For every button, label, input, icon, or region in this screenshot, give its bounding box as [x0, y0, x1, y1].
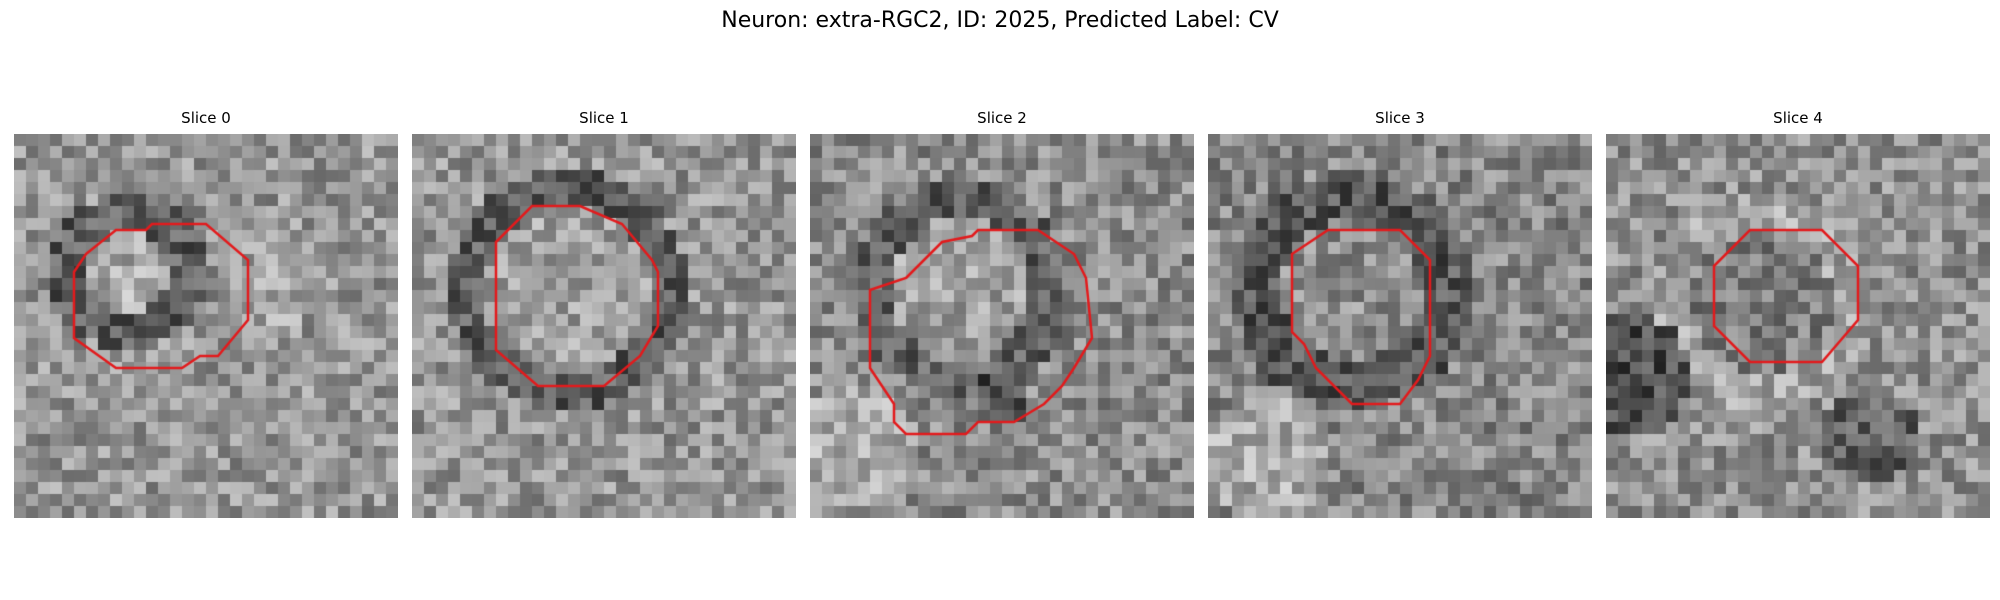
slice-panel-3: Slice 3 [1208, 108, 1592, 128]
slice-image-0 [14, 134, 398, 518]
slice-title: Slice 2 [810, 108, 1194, 128]
slice-panel-4: Slice 4 [1606, 108, 1990, 128]
slice-title: Slice 0 [14, 108, 398, 128]
slice-image-2 [810, 134, 1194, 518]
slice-panel-2: Slice 2 [810, 108, 1194, 128]
slice-panel-0: Slice 0 [14, 108, 398, 128]
slice-image-4 [1606, 134, 1990, 518]
slice-panel-1: Slice 1 [412, 108, 796, 128]
figure-title: Neuron: extra-RGC2, ID: 2025, Predicted … [0, 8, 2000, 33]
slice-title: Slice 1 [412, 108, 796, 128]
slice-title: Slice 3 [1208, 108, 1592, 128]
slice-title: Slice 4 [1606, 108, 1990, 128]
slice-image-1 [412, 134, 796, 518]
slice-image-3 [1208, 134, 1592, 518]
